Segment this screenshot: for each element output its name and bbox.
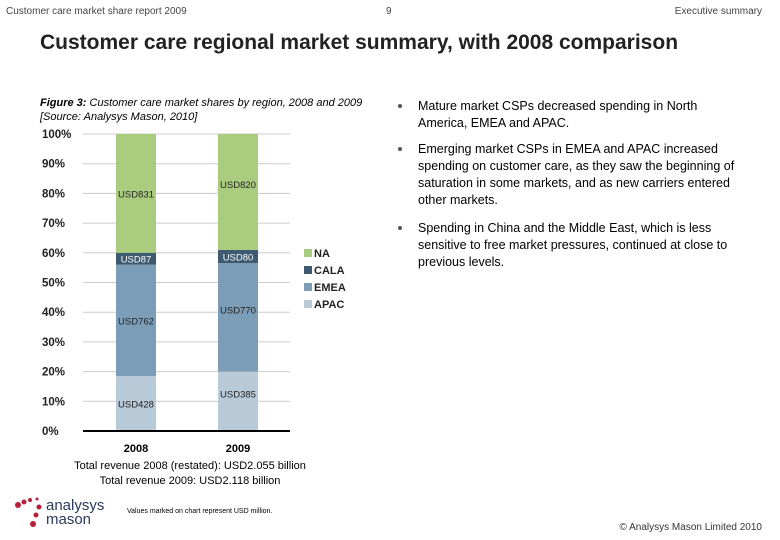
- legend-label: EMEA: [314, 282, 346, 294]
- page-number: 9: [386, 6, 392, 17]
- copyright: © Analysys Mason Limited 2010: [619, 522, 762, 533]
- logo-dots-icon: [15, 497, 42, 527]
- y-tick-label: 80%: [42, 188, 65, 200]
- data-label: USD770: [220, 305, 256, 316]
- total-2009: Total revenue 2009: USD2.118 billion: [99, 475, 281, 487]
- bar-segment-cala: [218, 249, 258, 264]
- figure-label: Figure 3:: [40, 97, 87, 109]
- bar-segment-emea: [116, 264, 156, 377]
- legend-label: NA: [314, 248, 330, 260]
- logo-text: mason: [46, 511, 92, 528]
- bar-segment-na: [116, 134, 156, 253]
- bullet-item: Emerging market CSPs in EMEA and APAC in…: [398, 141, 738, 209]
- chart-note: Values marked on chart represent USD mil…: [127, 508, 273, 515]
- data-label: USD385: [220, 389, 256, 400]
- header-section: Executive summary: [674, 6, 762, 17]
- data-label: USD87: [121, 255, 152, 266]
- logo-text: analysys: [46, 497, 105, 514]
- bullet-item: Spending in China and the Middle East, w…: [398, 220, 738, 271]
- x-tick-label: 2009: [226, 443, 250, 455]
- y-tick-label: 40%: [42, 307, 65, 319]
- y-tick-label: 70%: [42, 218, 65, 230]
- bar-segment-apac: [218, 371, 258, 431]
- analysys-mason-logo: analysys mason: [12, 496, 104, 537]
- total-2008: Total revenue 2008 (restated): USD2.055 …: [74, 460, 306, 472]
- bar-segment-cala: [116, 252, 156, 265]
- y-tick-label: 20%: [42, 367, 65, 379]
- legend-swatch: [304, 249, 312, 257]
- data-label: USD831: [118, 189, 154, 200]
- y-tick-label: 90%: [42, 159, 65, 171]
- y-tick-label: 0%: [42, 426, 59, 438]
- data-label: USD762: [118, 316, 154, 327]
- bar-segment-na: [218, 134, 258, 250]
- legend-swatch: [304, 283, 312, 291]
- bar-segment-emea: [218, 263, 258, 372]
- data-label: USD428: [118, 400, 154, 411]
- y-tick-label: 50%: [42, 278, 65, 290]
- page-title: Customer care regional market summary, w…: [40, 31, 679, 54]
- y-tick-label: 60%: [42, 248, 65, 260]
- legend-swatch: [304, 266, 312, 274]
- legend-swatch: [304, 300, 312, 308]
- data-label: USD820: [220, 180, 256, 191]
- stacked-bar-chart: 0% 10% 20% 30% 40% 50% 60% 70% 80% 90% 100% USD428 U…: [42, 129, 346, 455]
- data-label: USD80: [223, 253, 254, 264]
- legend-label: APAC: [314, 299, 344, 311]
- figure-caption: Figure 3: Customer care market shares by…: [40, 96, 380, 124]
- header-report-title: Customer care market share report 2009: [6, 6, 187, 17]
- y-tick-label: 30%: [42, 337, 65, 349]
- figure-caption-text: Customer care market shares by region, 2…: [40, 97, 363, 123]
- y-tick-label: 10%: [42, 396, 65, 408]
- legend-label: CALA: [314, 265, 345, 277]
- y-tick-label: 100%: [42, 129, 71, 141]
- bullet-item: Mature market CSPs decreased spending in…: [398, 98, 738, 132]
- x-tick-label: 2008: [124, 443, 148, 455]
- bar-segment-apac: [116, 376, 156, 431]
